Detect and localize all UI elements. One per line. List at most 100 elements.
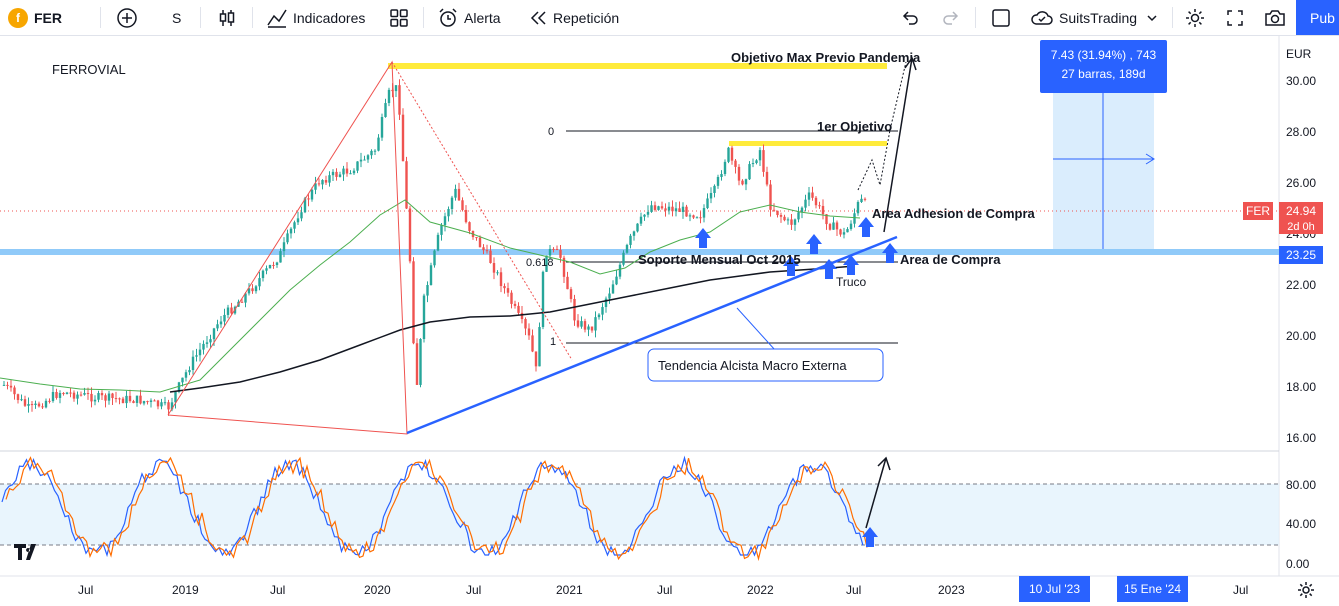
buy-signal-arrows[interactable]	[695, 217, 898, 547]
candle	[279, 248, 282, 263]
candle	[331, 169, 335, 181]
publish-button[interactable]: Pub	[1296, 0, 1339, 35]
price-chart[interactable]: FERROVIAL Objetivo Max Previo Pandemia 1…	[0, 36, 1339, 606]
ma-fast-line[interactable]	[0, 199, 861, 393]
candle	[216, 319, 219, 332]
candle	[744, 178, 748, 191]
candle	[289, 227, 293, 239]
price-axis-label: 20.00	[1286, 329, 1316, 343]
candle	[247, 283, 251, 296]
currency-label[interactable]: EUR	[1286, 47, 1312, 61]
up-arrow-icon[interactable]	[843, 255, 859, 275]
oscillator-band	[0, 484, 1279, 545]
undo-icon	[902, 10, 918, 25]
candle	[457, 182, 461, 202]
support-label[interactable]: Soporte Mensual Oct 2015	[638, 252, 801, 267]
trick-label[interactable]: Truco	[836, 275, 867, 289]
compare-symbol-button[interactable]	[116, 0, 138, 35]
candle	[307, 194, 310, 207]
buy-area-label[interactable]: Area de Compra	[900, 252, 1001, 267]
interval-button[interactable]: S	[172, 0, 181, 35]
up-arrow-icon[interactable]	[695, 228, 711, 248]
candle	[202, 340, 205, 355]
stochastic-d-line[interactable]	[5, 456, 868, 562]
replay-button[interactable]: Repetición	[528, 0, 619, 35]
candle	[90, 387, 93, 408]
candle	[814, 196, 818, 209]
candle	[447, 206, 450, 222]
chart-type-button[interactable]	[217, 0, 237, 35]
fullscreen-select-button[interactable]	[990, 0, 1012, 35]
measure-change-text: 7.43 (31.94%) , 743	[1050, 48, 1157, 62]
redo-button[interactable]	[941, 0, 961, 35]
candle	[300, 206, 303, 222]
up-arrow-icon[interactable]	[806, 234, 822, 254]
candle	[282, 237, 286, 258]
tradingview-logo-icon[interactable]	[12, 540, 46, 562]
top-toolbar: f FER S Indicadores Alerta Repetición Su…	[0, 0, 1339, 36]
up-arrow-icon[interactable]	[858, 217, 874, 237]
candle	[205, 335, 209, 348]
time-axis[interactable]: Jul 2019 Jul 2020 Jul 2021 Jul 2022 Jul 2023 Jul	[78, 583, 1248, 597]
candle	[531, 329, 534, 353]
candle	[860, 194, 863, 204]
time-axis-label: 2022	[747, 583, 774, 597]
first-target-line[interactable]	[729, 141, 887, 146]
up-arrow-icon[interactable]	[862, 527, 878, 547]
fullscreen-button[interactable]	[1225, 0, 1245, 35]
candle	[72, 390, 76, 402]
candle	[440, 222, 443, 241]
stochastic-k-line[interactable]	[1, 455, 864, 558]
indicators-button[interactable]: Indicadores	[266, 0, 365, 35]
screenshot-button[interactable]	[1263, 0, 1287, 35]
candle	[566, 271, 569, 290]
oscillator-projection-path[interactable]	[865, 457, 887, 529]
candle	[408, 205, 412, 264]
measure-info-box[interactable]: 7.43 (31.94%) , 743 27 barras, 189d	[1040, 40, 1167, 93]
candle	[475, 237, 478, 241]
support-band[interactable]	[0, 249, 1279, 255]
candle	[422, 293, 426, 343]
ma-slow-line[interactable]	[169, 265, 856, 393]
projection-path[interactable]	[883, 57, 913, 233]
axis-settings-icon[interactable]	[1296, 580, 1316, 600]
layouts-button[interactable]	[389, 0, 409, 35]
candle	[20, 394, 23, 402]
candle	[13, 385, 16, 400]
candle	[349, 170, 352, 175]
rewind-icon	[530, 10, 546, 25]
trend-callout-box[interactable]	[647, 348, 884, 382]
buy-adhesion-label[interactable]: Area Adhesion de Compra	[872, 206, 1036, 221]
up-arrow-icon[interactable]	[882, 243, 898, 263]
candle	[632, 230, 636, 241]
candlestick-series[interactable]	[2, 79, 867, 416]
candle	[209, 334, 212, 349]
oscillator-axis-label: 40.00	[1286, 517, 1316, 531]
up-arrow-icon[interactable]	[783, 256, 799, 276]
candle	[93, 395, 97, 406]
candle	[100, 390, 104, 401]
symbol-search[interactable]: f FER	[8, 0, 62, 35]
candle	[258, 271, 261, 291]
candle	[478, 235, 482, 248]
candle	[366, 154, 370, 163]
first-target-label[interactable]: 1er Objetivo	[817, 119, 892, 134]
candle	[268, 264, 272, 269]
candle	[485, 244, 489, 254]
max-target-line[interactable]	[388, 63, 887, 69]
up-arrow-icon[interactable]	[821, 259, 837, 279]
symbol-label: FER	[34, 9, 62, 26]
macro-trend-line[interactable]	[406, 235, 898, 435]
zigzag-pattern[interactable]	[167, 60, 408, 435]
candle	[65, 391, 69, 395]
time-axis-label: Jul	[846, 583, 861, 597]
replay-label: Repetición	[553, 9, 620, 26]
time-axis-label: 2021	[556, 583, 583, 597]
max-target-label[interactable]: Objetivo Max Previo Pandemia	[731, 50, 921, 65]
alert-button[interactable]: Alerta	[437, 0, 501, 35]
candle	[496, 270, 499, 276]
alarm-clock-icon	[439, 7, 457, 27]
settings-button[interactable]	[1184, 0, 1206, 35]
undo-button[interactable]	[900, 0, 920, 35]
layout-menu-button[interactable]: SuitsTrading	[1030, 0, 1159, 35]
